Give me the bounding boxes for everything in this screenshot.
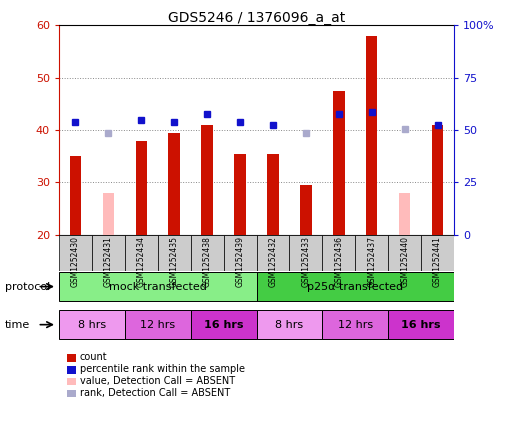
- Text: 8 hrs: 8 hrs: [78, 320, 106, 330]
- Text: count: count: [80, 352, 107, 363]
- Text: GSM1252439: GSM1252439: [235, 236, 245, 287]
- Text: GSM1252430: GSM1252430: [71, 236, 80, 287]
- Bar: [158, 235, 191, 271]
- Bar: [125, 235, 158, 271]
- Bar: [388, 235, 421, 271]
- Text: GSM1252440: GSM1252440: [400, 236, 409, 287]
- Text: 8 hrs: 8 hrs: [275, 320, 304, 330]
- Bar: [135, 140, 147, 235]
- Bar: [322, 235, 355, 271]
- Bar: [191, 310, 256, 339]
- Bar: [333, 91, 345, 235]
- Bar: [366, 36, 378, 235]
- Text: GSM1252436: GSM1252436: [334, 236, 343, 287]
- Bar: [202, 125, 213, 235]
- Bar: [168, 133, 180, 235]
- Text: GSM1252434: GSM1252434: [137, 236, 146, 287]
- Bar: [59, 235, 92, 271]
- Bar: [103, 193, 114, 235]
- Text: GSM1252438: GSM1252438: [203, 236, 212, 287]
- Text: 12 hrs: 12 hrs: [338, 320, 373, 330]
- Bar: [256, 235, 289, 271]
- Text: percentile rank within the sample: percentile rank within the sample: [80, 364, 245, 374]
- Text: 16 hrs: 16 hrs: [204, 320, 243, 330]
- Bar: [388, 310, 454, 339]
- Text: 16 hrs: 16 hrs: [401, 320, 441, 330]
- Bar: [322, 310, 388, 339]
- Text: GSM1252431: GSM1252431: [104, 236, 113, 287]
- Bar: [256, 310, 322, 339]
- Text: time: time: [5, 320, 30, 330]
- Bar: [300, 185, 311, 235]
- Bar: [234, 154, 246, 235]
- Text: GDS5246 / 1376096_a_at: GDS5246 / 1376096_a_at: [168, 11, 345, 25]
- Text: mock transfected: mock transfected: [109, 282, 207, 291]
- Bar: [399, 193, 410, 235]
- Bar: [59, 310, 125, 339]
- Text: GSM1252441: GSM1252441: [433, 236, 442, 287]
- Bar: [70, 156, 81, 235]
- Bar: [267, 154, 279, 235]
- Text: GSM1252433: GSM1252433: [301, 236, 310, 287]
- Bar: [432, 125, 443, 235]
- Bar: [191, 235, 224, 271]
- Bar: [355, 235, 388, 271]
- Text: 12 hrs: 12 hrs: [140, 320, 175, 330]
- Bar: [92, 235, 125, 271]
- Bar: [421, 235, 454, 271]
- Bar: [125, 310, 191, 339]
- Text: rank, Detection Call = ABSENT: rank, Detection Call = ABSENT: [80, 388, 230, 398]
- Text: GSM1252437: GSM1252437: [367, 236, 376, 287]
- Text: GSM1252432: GSM1252432: [268, 236, 278, 287]
- Bar: [224, 235, 256, 271]
- Bar: [59, 272, 256, 301]
- Bar: [256, 272, 454, 301]
- Text: GSM1252435: GSM1252435: [170, 236, 179, 287]
- Bar: [289, 235, 322, 271]
- Text: protocol: protocol: [5, 282, 50, 291]
- Text: value, Detection Call = ABSENT: value, Detection Call = ABSENT: [80, 376, 234, 386]
- Text: p25α transfected: p25α transfected: [307, 282, 403, 291]
